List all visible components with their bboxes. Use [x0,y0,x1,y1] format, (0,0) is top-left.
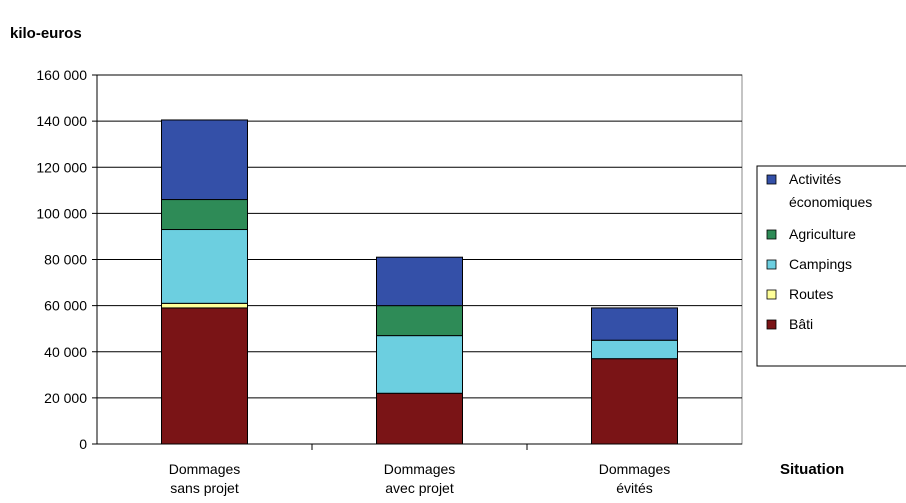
y-axis-ticks: 0 20 000 40 000 60 000 80 000 100 000 120 000 1… [36,67,98,452]
x-category-label: Dommages [384,461,456,477]
legend: Activités économiques Agriculture Campings R… [756,165,906,367]
legend-swatch [766,319,777,330]
legend-label: Bâti [789,316,813,332]
x-category-label: évités [616,480,653,496]
x-axis-label: Situation [780,461,844,478]
bar-segment [161,307,248,445]
y-tick-label: 80 000 [44,252,87,268]
bar-segment [376,256,463,307]
y-tick-label: 140 000 [36,113,87,129]
bar-segment [161,302,248,309]
x-category-label: Dommages [169,461,241,477]
legend-label: Campings [789,256,852,272]
bar-segment [591,339,678,360]
legend-swatch [766,229,777,240]
y-tick-label: 20 000 [44,390,87,406]
bars [161,119,678,445]
bar-segment [591,358,678,445]
legend-swatch [766,174,777,185]
legend-swatch [766,259,777,270]
legend-box [756,165,906,367]
bar-segment [591,307,678,341]
y-axis-label: kilo-euros [10,25,82,42]
bar-segment [376,335,463,394]
bar-segment [161,229,248,304]
y-tick-label: 0 [79,436,87,452]
y-tick-label: 120 000 [36,159,87,175]
bar-segment [161,199,248,231]
x-axis-categories: Dommages sans projet Dommages avec projet Do… [97,443,742,496]
bar-segment [161,119,248,201]
legend-label: Agriculture [789,226,856,242]
y-tick-label: 40 000 [44,344,87,360]
y-tick-label: 100 000 [36,205,87,221]
bar-segment [376,305,463,337]
legend-label: Activités [789,171,841,187]
legend-label: économiques [789,194,872,210]
y-tick-label: 160 000 [36,67,87,83]
x-category-label: Dommages [599,461,671,477]
x-category-label: avec projet [385,480,454,496]
legend-label: Routes [789,286,833,302]
legend-swatch [766,289,777,300]
bar-segment [376,392,463,445]
x-category-label: sans projet [170,480,239,496]
y-tick-label: 60 000 [44,298,87,314]
